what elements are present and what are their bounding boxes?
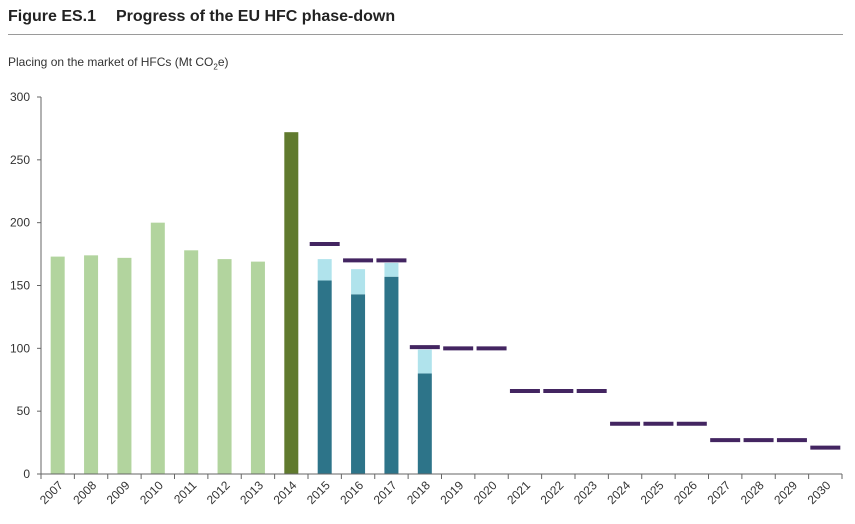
placed-bar-2017 [384, 276, 399, 474]
figure-label: Figure ES.1 [8, 8, 97, 25]
placed-bar-2015 [317, 280, 332, 474]
historic-bar-2008 [84, 255, 99, 474]
placed-bar-2016 [351, 294, 366, 474]
x-tick-label-2018: 2018 [404, 478, 433, 507]
x-tick-label-2030: 2030 [805, 478, 834, 507]
limit-markers-layer [309, 242, 841, 450]
x-tick-label-2014: 2014 [271, 478, 300, 507]
historic-bar-2007 [50, 256, 65, 474]
additional-bar-2017 [384, 262, 399, 277]
x-tick-label-2017: 2017 [371, 478, 400, 507]
additional-bar-2016 [351, 269, 366, 295]
y-axis-label-subscript: 2 [213, 62, 218, 72]
y-tick-label: 200 [10, 216, 30, 230]
historic-bar-2011 [184, 250, 199, 474]
x-tick-label-2019: 2019 [438, 478, 467, 507]
x-tick-label-2007: 2007 [37, 478, 66, 507]
x-tick-label-2013: 2013 [237, 478, 266, 507]
x-tick-label-2024: 2024 [604, 478, 633, 507]
historic-bar-2010 [150, 222, 165, 474]
y-axis-label-main: Placing on the market of HFCs (Mt CO [8, 55, 214, 69]
y-tick-label: 250 [10, 153, 30, 167]
x-tick-label-2016: 2016 [337, 478, 366, 507]
x-tick-label-2015: 2015 [304, 478, 333, 507]
x-tick-label-2020: 2020 [471, 478, 500, 507]
y-axis-label-end: e) [217, 55, 229, 69]
historic-bar-2013 [250, 261, 265, 474]
baseline-bar-2014 [284, 132, 299, 475]
bars-layer [50, 132, 432, 475]
x-tick-label-2012: 2012 [204, 478, 233, 507]
figure-header: Figure ES.1 Progress of the EU HFC phase… [8, 8, 843, 35]
x-tick-label-2009: 2009 [104, 478, 133, 507]
x-tick-label-2022: 2022 [538, 478, 567, 507]
y-tick-label: 150 [10, 279, 30, 293]
x-tick-label-2023: 2023 [571, 478, 600, 507]
additional-bar-2018 [417, 349, 432, 374]
x-tick-label-2025: 2025 [638, 478, 667, 507]
x-tick-label-2027: 2027 [705, 478, 734, 507]
x-tick-label-2029: 2029 [771, 478, 800, 507]
x-tick-label-2028: 2028 [738, 478, 767, 507]
y-tick-label: 50 [17, 404, 31, 418]
historic-bar-2012 [217, 259, 232, 474]
x-tick-label-2021: 2021 [504, 478, 533, 507]
y-tick-label: 300 [10, 90, 30, 104]
historic-bar-2009 [117, 257, 132, 474]
y-axis-label: Placing on the market of HFCs (Mt CO2e) [8, 55, 229, 71]
figure-title: Progress of the EU HFC phase-down [116, 8, 396, 25]
x-tick-label-2010: 2010 [137, 478, 166, 507]
x-tick-label-2008: 2008 [70, 478, 99, 507]
x-tick-label-2026: 2026 [671, 478, 700, 507]
x-tick-label-2011: 2011 [171, 478, 199, 506]
additional-bar-2015 [317, 259, 332, 281]
y-tick-label: 100 [10, 341, 30, 355]
y-tick-label: 0 [23, 467, 30, 481]
placed-bar-2018 [417, 373, 432, 474]
